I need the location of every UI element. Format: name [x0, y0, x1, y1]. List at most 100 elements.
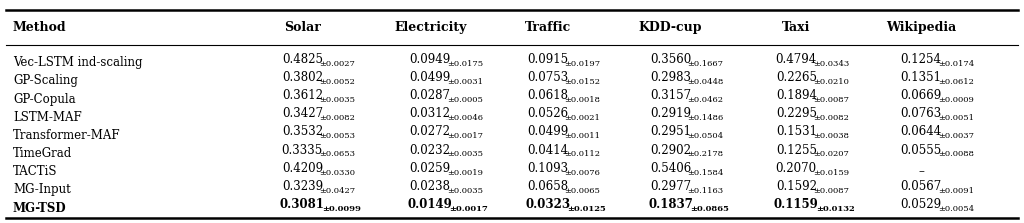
- Text: 0.0259: 0.0259: [410, 162, 451, 175]
- Text: MG-TSD: MG-TSD: [13, 202, 67, 215]
- Text: 0.4825: 0.4825: [282, 53, 323, 66]
- Text: TACTiS: TACTiS: [13, 165, 57, 178]
- Text: ±0.2178: ±0.2178: [687, 150, 723, 158]
- Text: ±0.0087: ±0.0087: [813, 187, 849, 195]
- Text: 0.3081: 0.3081: [280, 198, 325, 211]
- Text: 0.0526: 0.0526: [527, 107, 568, 120]
- Text: ±0.0653: ±0.0653: [319, 150, 355, 158]
- Text: 0.0529: 0.0529: [900, 198, 942, 211]
- Text: 0.3239: 0.3239: [282, 180, 323, 193]
- Text: Transformer-MAF: Transformer-MAF: [13, 129, 121, 142]
- Text: ±0.0175: ±0.0175: [446, 60, 483, 68]
- Text: ±0.0005: ±0.0005: [446, 96, 482, 104]
- Text: 0.0658: 0.0658: [527, 180, 568, 193]
- Text: ±0.0132: ±0.0132: [816, 205, 854, 213]
- Text: ±0.0046: ±0.0046: [446, 114, 483, 122]
- Text: ±0.0082: ±0.0082: [319, 114, 355, 122]
- Text: Traffic: Traffic: [524, 21, 571, 34]
- Text: 0.1531: 0.1531: [776, 125, 817, 138]
- Text: ±0.0088: ±0.0088: [938, 150, 974, 158]
- Text: 0.0618: 0.0618: [527, 89, 568, 102]
- Text: ±0.0035: ±0.0035: [446, 150, 483, 158]
- Text: 0.0499: 0.0499: [410, 71, 451, 84]
- Text: ±0.0091: ±0.0091: [938, 187, 974, 195]
- Text: 0.2983: 0.2983: [650, 71, 691, 84]
- Text: 0.2295: 0.2295: [776, 107, 817, 120]
- Text: 0.1159: 0.1159: [774, 198, 818, 211]
- Text: ±0.0427: ±0.0427: [319, 187, 355, 195]
- Text: ±0.0053: ±0.0053: [319, 132, 355, 140]
- Text: 0.1255: 0.1255: [776, 144, 817, 157]
- Text: 0.1093: 0.1093: [527, 162, 568, 175]
- Text: 0.0323: 0.0323: [525, 198, 570, 211]
- Text: 0.0238: 0.0238: [410, 180, 451, 193]
- Text: 0.0499: 0.0499: [527, 125, 568, 138]
- Text: ±0.0051: ±0.0051: [938, 114, 974, 122]
- Text: ±0.0037: ±0.0037: [938, 132, 974, 140]
- Text: 0.3427: 0.3427: [282, 107, 323, 120]
- Text: 0.2977: 0.2977: [650, 180, 691, 193]
- Text: ±0.0112: ±0.0112: [564, 150, 600, 158]
- Text: 0.2265: 0.2265: [776, 71, 817, 84]
- Text: LSTM-MAF: LSTM-MAF: [13, 111, 82, 124]
- Text: ±0.0125: ±0.0125: [567, 205, 606, 213]
- Text: ±0.0343: ±0.0343: [813, 60, 849, 68]
- Text: ±0.0865: ±0.0865: [690, 205, 729, 213]
- Text: Wikipedia: Wikipedia: [886, 21, 956, 34]
- Text: ±0.0009: ±0.0009: [938, 96, 974, 104]
- Text: 0.3157: 0.3157: [650, 89, 691, 102]
- Text: 0.0949: 0.0949: [410, 53, 451, 66]
- Text: ±0.0330: ±0.0330: [319, 169, 355, 177]
- Text: ±0.0099: ±0.0099: [322, 205, 360, 213]
- Text: 0.2919: 0.2919: [650, 107, 691, 120]
- Text: 0.0555: 0.0555: [900, 144, 942, 157]
- Text: ±0.0035: ±0.0035: [319, 96, 355, 104]
- Text: 0.3335: 0.3335: [282, 144, 323, 157]
- Text: 0.0644: 0.0644: [900, 125, 942, 138]
- Text: 0.0232: 0.0232: [410, 144, 451, 157]
- Text: 0.0567: 0.0567: [900, 180, 942, 193]
- Text: 0.4209: 0.4209: [282, 162, 323, 175]
- Text: 0.5406: 0.5406: [650, 162, 691, 175]
- Text: 0.4794: 0.4794: [775, 53, 817, 66]
- Text: ±0.0011: ±0.0011: [564, 132, 600, 140]
- Text: 0.0312: 0.0312: [410, 107, 451, 120]
- Text: ±0.0082: ±0.0082: [813, 114, 849, 122]
- Text: Electricity: Electricity: [394, 21, 466, 34]
- Text: 0.3560: 0.3560: [650, 53, 691, 66]
- Text: ±0.0504: ±0.0504: [687, 132, 723, 140]
- Text: ±0.0054: ±0.0054: [938, 205, 974, 213]
- Text: 0.3532: 0.3532: [282, 125, 323, 138]
- Text: Taxi: Taxi: [782, 21, 810, 34]
- Text: ±0.0031: ±0.0031: [446, 78, 483, 86]
- Text: ±0.0018: ±0.0018: [564, 96, 600, 104]
- Text: 0.3612: 0.3612: [282, 89, 323, 102]
- Text: 0.0669: 0.0669: [900, 89, 942, 102]
- Text: Vec-LSTM ind-scaling: Vec-LSTM ind-scaling: [13, 56, 142, 69]
- Text: 0.1894: 0.1894: [776, 89, 817, 102]
- Text: 0.1351: 0.1351: [900, 71, 941, 84]
- Text: ±0.1163: ±0.1163: [687, 187, 723, 195]
- Text: ±0.0019: ±0.0019: [446, 169, 483, 177]
- Text: GP-Copula: GP-Copula: [13, 93, 76, 105]
- Text: 0.1254: 0.1254: [900, 53, 941, 66]
- Text: ±0.1486: ±0.1486: [687, 114, 723, 122]
- Text: ±0.0027: ±0.0027: [319, 60, 355, 68]
- Text: 0.2070: 0.2070: [776, 162, 817, 175]
- Text: 0.2951: 0.2951: [650, 125, 691, 138]
- Text: ±0.0612: ±0.0612: [938, 78, 974, 86]
- Text: ±0.0052: ±0.0052: [319, 78, 355, 86]
- Text: ±0.0035: ±0.0035: [446, 187, 483, 195]
- Text: ±0.0038: ±0.0038: [813, 132, 849, 140]
- Text: –: –: [919, 165, 924, 178]
- Text: ±0.1584: ±0.1584: [687, 169, 724, 177]
- Text: Method: Method: [13, 21, 67, 34]
- Text: MG-Input: MG-Input: [13, 184, 71, 196]
- Text: 0.0149: 0.0149: [408, 198, 453, 211]
- Text: TimeGrad: TimeGrad: [13, 147, 73, 160]
- Text: ±0.0210: ±0.0210: [813, 78, 849, 86]
- Text: ±0.0021: ±0.0021: [564, 114, 600, 122]
- Text: KDD-cup: KDD-cup: [639, 21, 702, 34]
- Text: Solar: Solar: [284, 21, 321, 34]
- Text: 0.0272: 0.0272: [410, 125, 451, 138]
